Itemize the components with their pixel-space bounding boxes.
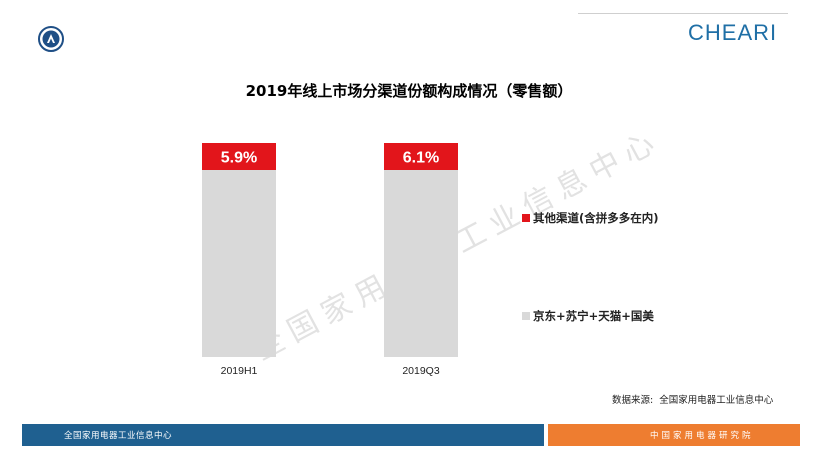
legend-item-major-platforms: 京东+苏宁+天猫+国美	[522, 308, 654, 324]
source-value: 全国家用电器工业信息中心	[659, 395, 774, 406]
footer-bar-right	[548, 424, 800, 446]
footer-left-text: 全国家用电器工业信息中心	[64, 431, 173, 441]
legend-label: 其他渠道(含拼多多在内)	[533, 211, 659, 225]
header-rule	[578, 13, 788, 14]
source-label: 数据来源:	[612, 395, 654, 406]
x-tick-label: 2019H1	[221, 365, 258, 377]
bar-segment-major-platforms	[384, 170, 458, 357]
legend-swatch-red	[522, 214, 530, 222]
brand-logo: CHEARI	[688, 20, 778, 45]
organization-logo-icon	[38, 26, 64, 52]
bar-segment-major-platforms	[202, 170, 276, 357]
data-label: 5.9%	[221, 150, 257, 167]
data-label: 6.1%	[403, 150, 439, 167]
bar-segment-other-channels	[384, 143, 458, 170]
x-tick-label: 2019Q3	[402, 365, 440, 377]
footer-bar-left	[22, 424, 544, 446]
chart-title: 2019年线上市场分渠道份额构成情况（零售额）	[245, 82, 573, 100]
legend-swatch-gray	[522, 312, 530, 320]
data-source: 数据来源: 全国家用电器工业信息中心	[612, 392, 779, 406]
legend-item-other-channels: 其他渠道(含拼多多在内)	[522, 210, 659, 226]
bar-segment-other-channels	[202, 143, 276, 170]
legend-label: 京东+苏宁+天猫+国美	[533, 309, 654, 323]
footer-right-text: 中国家用电器研究院	[650, 431, 754, 441]
